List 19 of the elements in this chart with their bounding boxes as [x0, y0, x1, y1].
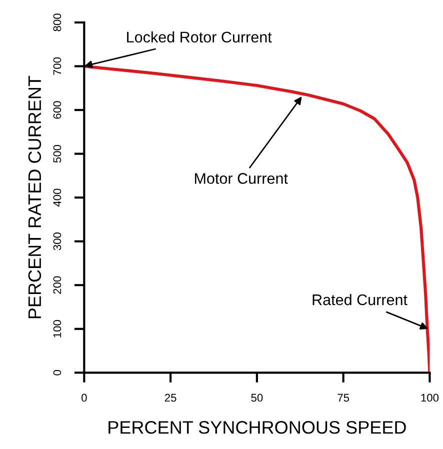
y-tick-label: 600 — [53, 101, 62, 119]
y-tick-label: 200 — [53, 276, 62, 294]
annotation: Rated Current — [312, 294, 408, 306]
annotation: Motor Current — [194, 173, 288, 184]
y-tick-label: 700 — [53, 57, 62, 75]
x-tick-label: 0 — [82, 394, 87, 402]
x-tick-label: 100 — [421, 394, 439, 402]
y-tick-label: 800 — [53, 14, 62, 32]
annotation: Locked Rotor Current — [127, 31, 272, 43]
y-tick-label: 400 — [53, 188, 62, 207]
y-tick-label: 100 — [53, 320, 62, 338]
x-tick-label: 25 — [164, 394, 176, 402]
y-tick-label: 0 — [53, 370, 62, 376]
x-tick-label: 50 — [251, 394, 263, 402]
y-axis-title: PERCENT RATED CURRENT — [28, 76, 42, 318]
x-axis-title: PERCENT SYNCHRONOUS SPEED — [108, 421, 406, 434]
y-tick-label: 300 — [53, 232, 62, 250]
y-tick-label: 500 — [53, 144, 62, 163]
x-tick-label: 75 — [338, 394, 350, 402]
